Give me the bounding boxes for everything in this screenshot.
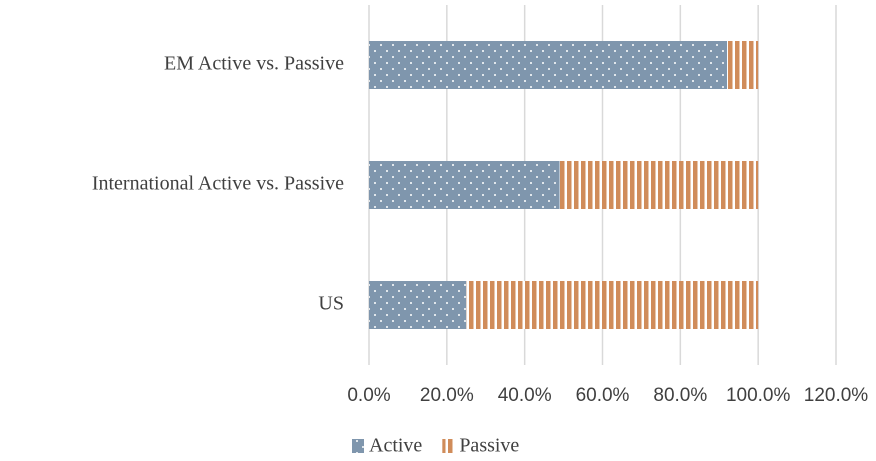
bar bbox=[727, 41, 759, 89]
legend-label: Active bbox=[369, 435, 422, 457]
bar bbox=[369, 161, 560, 209]
x-tick-label: 80.0% bbox=[653, 385, 707, 406]
bar bbox=[369, 281, 467, 329]
bar bbox=[466, 281, 759, 329]
legend-swatch bbox=[442, 439, 455, 453]
x-tick-label: 40.0% bbox=[498, 385, 552, 406]
x-tick-label: 100.0% bbox=[726, 385, 791, 406]
bar bbox=[369, 41, 728, 89]
x-tick-label: 60.0% bbox=[576, 385, 630, 406]
legend-label: Passive bbox=[459, 435, 519, 457]
bar bbox=[559, 161, 759, 209]
x-tick-label: 20.0% bbox=[420, 385, 474, 406]
y-tick-label: EM Active vs. Passive bbox=[164, 53, 344, 75]
legend-swatch bbox=[352, 439, 364, 453]
y-tick-label: International Active vs. Passive bbox=[92, 173, 344, 195]
y-tick-label: US bbox=[318, 293, 344, 315]
x-tick-label: 0.0% bbox=[347, 385, 390, 406]
x-tick-label: 120.0% bbox=[804, 385, 869, 406]
